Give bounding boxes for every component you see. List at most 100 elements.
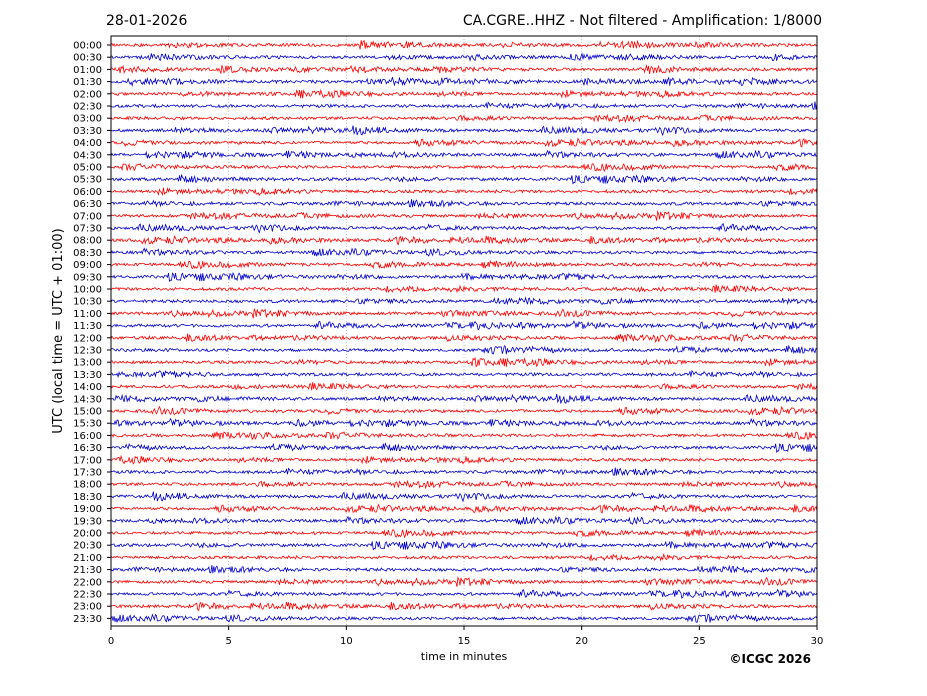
trace-1930 (110, 515, 818, 526)
row-label: 03:00 (73, 114, 102, 125)
row-label: 03:30 (73, 126, 102, 137)
trace-2100 (110, 553, 818, 562)
row-label: 02:00 (73, 89, 102, 100)
trace-1230 (110, 344, 818, 355)
row-label: 12:30 (73, 346, 102, 357)
row-label: 06:00 (73, 187, 102, 198)
trace-0400 (110, 137, 818, 148)
trace-2030 (110, 540, 818, 551)
chart-title: CA.CGRE..HHZ - Not filtered - Amplificat… (463, 13, 822, 29)
trace-0200 (110, 88, 818, 99)
row-label: 22:30 (73, 590, 102, 601)
trace-0100 (110, 64, 818, 75)
row-label: 13:00 (73, 358, 102, 369)
row-label: 17:30 (73, 468, 102, 479)
row-label: 07:30 (73, 224, 102, 235)
x-tick-label: 15 (458, 636, 471, 647)
trace-1800 (110, 479, 818, 490)
date-label: 28-01-2026 (106, 13, 187, 29)
row-label: 00:00 (73, 41, 102, 52)
trace-0330 (110, 125, 818, 137)
trace-0900 (110, 259, 818, 270)
trace-0300 (110, 113, 818, 124)
trace-0630 (110, 199, 818, 208)
row-label: 06:30 (73, 199, 102, 210)
trace-0800 (110, 235, 818, 246)
trace-1100 (110, 307, 818, 319)
plot-frame (110, 35, 818, 627)
trace-1330 (110, 369, 818, 379)
trace-0000 (110, 39, 818, 50)
row-label: 10:30 (73, 297, 102, 308)
trace-0600 (110, 187, 818, 197)
x-axis-label: time in minutes (421, 650, 508, 663)
row-label: 21:30 (73, 565, 102, 576)
row-label: 07:00 (73, 211, 102, 222)
trace-1400 (110, 382, 818, 391)
row-label: 10:00 (73, 285, 102, 296)
row-label: 00:30 (73, 53, 102, 64)
x-tick-label: 30 (811, 636, 824, 647)
trace-0500 (110, 162, 818, 173)
trace-1830 (110, 491, 818, 503)
trace-2000 (110, 528, 818, 539)
trace-0930 (110, 271, 818, 283)
trace-0700 (110, 209, 818, 221)
row-label: 22:00 (73, 577, 102, 588)
row-label: 14:00 (73, 382, 102, 393)
row-label: 01:00 (73, 65, 102, 76)
row-label: 16:00 (73, 431, 102, 442)
trace-2130 (110, 564, 818, 574)
row-label: 12:00 (73, 333, 102, 344)
trace-1430 (110, 393, 818, 404)
row-label: 15:00 (73, 407, 102, 418)
row-label: 18:30 (73, 492, 102, 503)
row-label: 21:00 (73, 553, 102, 564)
trace-2330 (110, 613, 818, 624)
x-axis-ticks: 0 5 10 15 20 25 30 (108, 626, 824, 647)
row-label: 23:00 (73, 602, 102, 613)
x-tick-label: 5 (225, 636, 231, 647)
x-tick-label: 10 (340, 636, 353, 647)
trace-1200 (110, 333, 818, 343)
copyright-label: ©ICGC 2026 (729, 652, 811, 666)
trace-1600 (110, 431, 818, 441)
row-label: 11:30 (73, 321, 102, 332)
trace-1500 (110, 405, 818, 416)
trace-2300 (110, 601, 818, 612)
trace-1530 (110, 417, 818, 428)
trace-0830 (110, 247, 818, 257)
trace-0130 (110, 76, 818, 87)
seismic-traces (110, 39, 818, 624)
trace-0030 (110, 52, 818, 62)
trace-1300 (110, 356, 818, 368)
row-label: 08:30 (73, 248, 102, 259)
row-label: 13:30 (73, 370, 102, 381)
row-label: 17:00 (73, 455, 102, 466)
trace-0430 (110, 149, 818, 159)
row-label: 04:00 (73, 138, 102, 149)
row-label: 15:30 (73, 419, 102, 430)
trace-1000 (110, 284, 818, 294)
trace-2200 (110, 575, 818, 587)
trace-1730 (110, 467, 818, 477)
row-label: 08:00 (73, 236, 102, 247)
x-tick-label: 0 (108, 636, 114, 647)
trace-1900 (110, 503, 818, 514)
trace-1030 (110, 296, 818, 306)
row-label: 05:00 (73, 163, 102, 174)
grid-lines (228, 36, 700, 626)
row-label: 09:00 (73, 260, 102, 271)
x-tick-label: 20 (575, 636, 588, 647)
row-label: 04:30 (73, 150, 102, 161)
row-label: 05:30 (73, 175, 102, 186)
row-label: 16:30 (73, 443, 102, 454)
trace-1700 (110, 454, 818, 465)
trace-2230 (110, 588, 818, 600)
row-label: 11:00 (73, 309, 102, 320)
row-label: 19:30 (73, 516, 102, 527)
row-label: 14:30 (73, 394, 102, 405)
trace-0730 (110, 223, 818, 234)
